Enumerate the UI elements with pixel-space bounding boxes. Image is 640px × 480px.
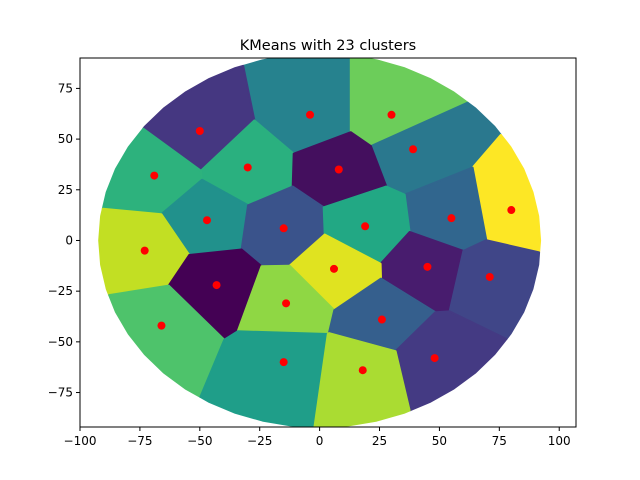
y-tick-label: −75: [48, 386, 73, 400]
y-tick-label: −50: [48, 335, 73, 349]
y-tick-label: 50: [58, 132, 73, 146]
centroid-19: [377, 315, 386, 324]
y-tick-label: 75: [58, 81, 73, 95]
centroid-15: [329, 264, 338, 273]
centroid-1: [306, 110, 315, 119]
cluster-regions: [98, 58, 542, 427]
centroid-9: [447, 214, 456, 223]
cluster-region-23: [313, 332, 411, 427]
cluster-region-22: [199, 330, 329, 427]
cluster-region-16: [448, 239, 541, 340]
centroid-17: [212, 281, 221, 290]
centroid-21: [430, 354, 439, 363]
chart-title: KMeans with 23 clusters: [240, 38, 416, 54]
centroid-3: [195, 126, 204, 135]
centroid-12: [361, 222, 370, 231]
centroid-13: [140, 246, 149, 255]
x-tick-label: 0: [316, 434, 324, 448]
y-tick-label: 25: [58, 183, 73, 197]
centroid-11: [279, 224, 288, 233]
x-tick-label: −25: [247, 434, 272, 448]
centroid-22: [279, 358, 288, 367]
plot-frame: [79, 57, 577, 428]
centroid-6: [150, 171, 159, 180]
x-tick-label: −75: [127, 434, 152, 448]
centroid-10: [202, 216, 211, 225]
centroid-20: [157, 321, 166, 330]
centroid-23: [358, 366, 367, 375]
x-tick-label: −50: [187, 434, 212, 448]
cluster-region-21: [394, 310, 508, 412]
y-axis-ticks: −75 −50 −25 0 25 50 75: [48, 81, 80, 400]
centroid-14: [423, 262, 432, 271]
x-tick-label: 25: [372, 434, 387, 448]
y-tick-label: 0: [65, 233, 73, 247]
centroid-5: [243, 163, 252, 172]
x-tick-label: 50: [432, 434, 447, 448]
centroid-16: [485, 272, 494, 281]
centroid-4: [409, 145, 418, 154]
x-tick-label: 100: [548, 434, 571, 448]
centroid-2: [387, 110, 396, 119]
x-tick-label: −100: [64, 434, 97, 448]
centroid-7: [334, 165, 343, 174]
cluster-region-20: [108, 284, 226, 398]
x-tick-label: 75: [492, 434, 507, 448]
centroid-18: [282, 299, 291, 308]
y-tick-label: −25: [48, 284, 73, 298]
centroid-markers: [140, 110, 516, 375]
centroid-8: [507, 206, 516, 215]
x-axis-ticks: −100 −75 −50 −25 0 25 50 75 100: [64, 427, 571, 448]
